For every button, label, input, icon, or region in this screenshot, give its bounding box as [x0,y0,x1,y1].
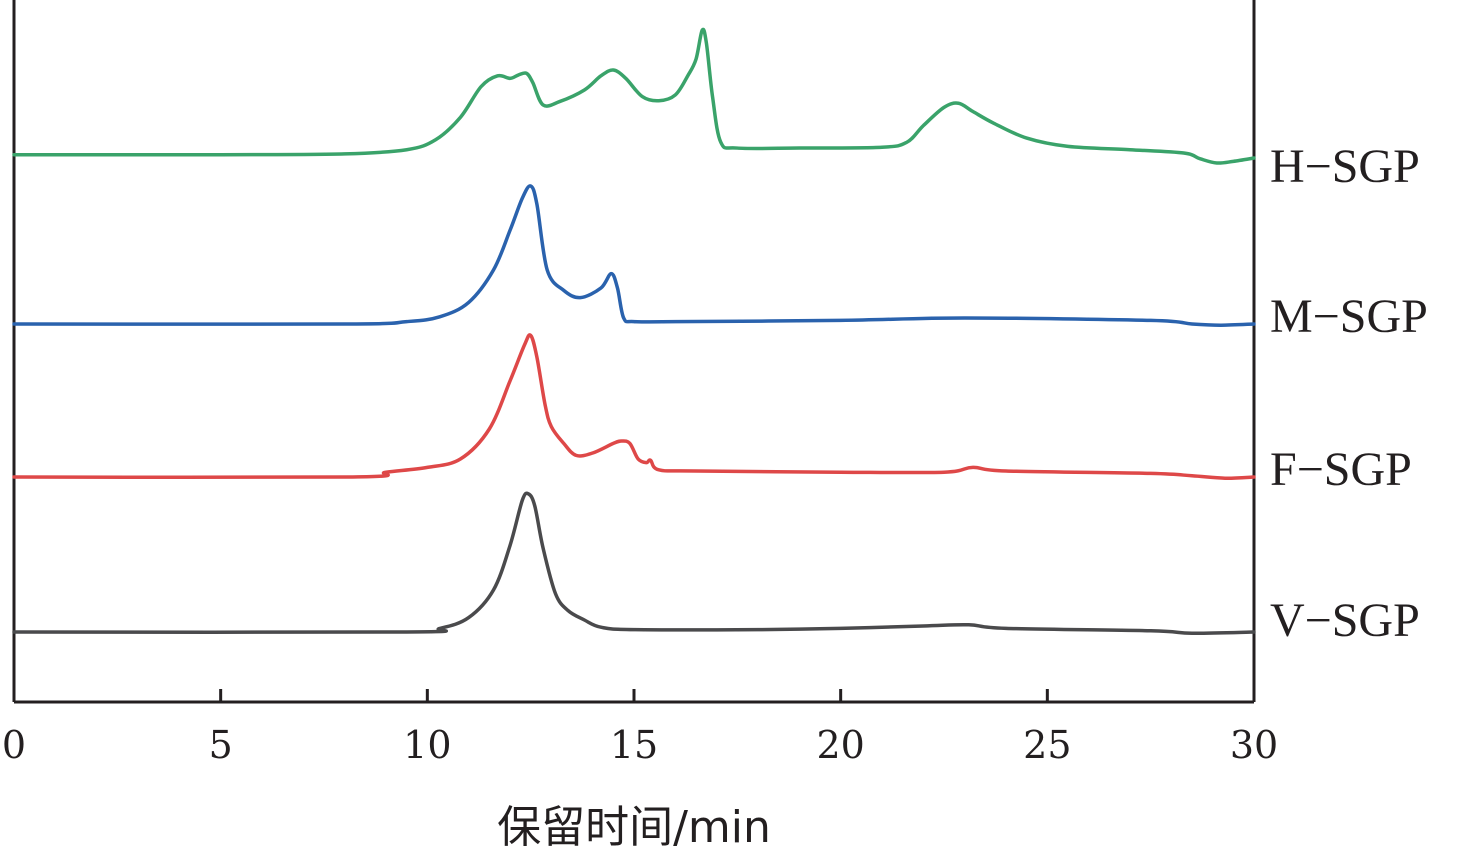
x-tick-label: 15 [610,723,658,767]
x-tick-label: 10 [403,723,451,767]
series-label-v-sgp: V−SGP [1270,594,1420,647]
series-label-m-sgp: M−SGP [1270,290,1428,343]
trace-v-sgp [12,491,1256,635]
x-axis-title: 保留时间/min [497,802,771,853]
x-tick-label: 20 [816,723,864,767]
trace-h-sgp [12,27,1256,165]
series-label-h-sgp: H−SGP [1270,140,1420,193]
x-tick-label: 5 [209,723,233,767]
series-labels: H−SGP M−SGP F−SGP V−SGP [1270,140,1428,647]
plot-frame [12,0,1256,704]
series-label-f-sgp: F−SGP [1270,443,1412,496]
chromatogram-traces [12,27,1256,635]
trace-f-sgp [12,333,1256,480]
x-tick-label: 30 [1230,723,1278,767]
x-tick-label: 25 [1023,723,1071,767]
x-axis-ticks: 0 5 10 15 20 25 30 [2,689,1278,767]
x-tick-label: 0 [2,723,26,767]
trace-m-sgp [12,184,1256,327]
